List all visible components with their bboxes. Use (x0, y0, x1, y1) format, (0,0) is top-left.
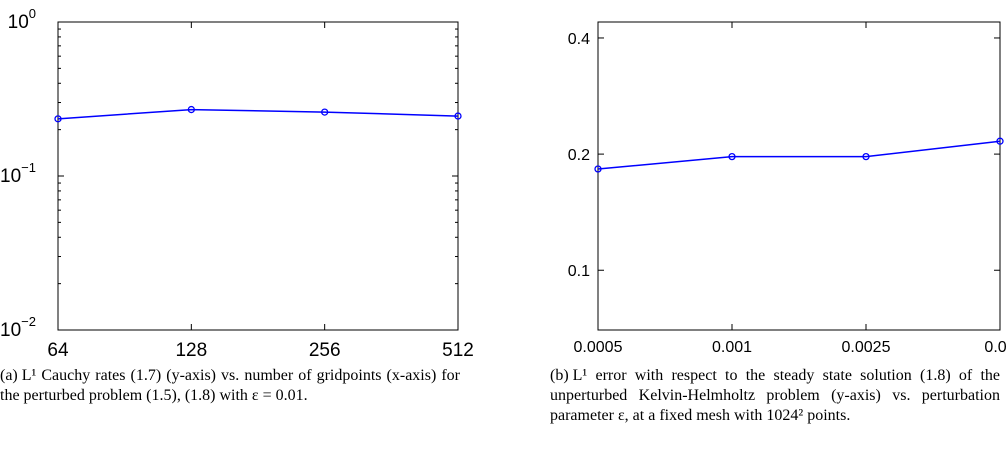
chart-a-y-tick-base: 10 (8, 12, 29, 33)
caption-b-text: L¹ error with respect to the steady stat… (550, 367, 1000, 424)
chart-a-y-tick-label: 10−1 (0, 160, 36, 187)
chart-a-x-tick-label: 64 (47, 340, 69, 361)
chart-b-data-point (728, 152, 736, 161)
caption-b: (b) L¹ error with respect to the steady s… (550, 366, 1000, 426)
chart-b-x-tick-label: 0.0025 (842, 339, 891, 356)
chart-a-y-tick-exponent: −1 (21, 160, 36, 175)
chart-b-x-tick-label: 0.0005 (574, 339, 623, 356)
chart-b-x-tick-label: 0.001 (712, 339, 752, 356)
chart-a-y-tick-label: 10−2 (0, 314, 36, 341)
chart-b-data-point (996, 137, 1004, 145)
chart-a-data-point (187, 105, 195, 114)
chart-b-plot-frame (597, 21, 1001, 331)
chart-a-y-tick-label: 100 (8, 6, 36, 33)
chart-b-series-line (597, 140, 1001, 170)
chart-b-y-tick-label: 0.4 (568, 31, 590, 48)
chart-a-data-point (54, 115, 62, 123)
chart-b-y-tick-label: 0.2 (568, 147, 590, 164)
chart-a-x-tick-label: 512 (442, 340, 474, 361)
chart-b-x-tick-label: 0.01 (984, 339, 1006, 356)
chart-a-y-tick-exponent: −2 (21, 314, 36, 329)
chart-a-x-tick-label: 128 (175, 340, 207, 361)
chart-a-data-point (321, 108, 329, 116)
chart-b-y-tick-label: 0.1 (568, 263, 590, 280)
chart-a-x-tick-label: 256 (309, 340, 341, 361)
caption-a-tag: (a) (0, 367, 18, 384)
chart-a-series-line (57, 108, 459, 120)
caption-b-tag: (b) (550, 367, 569, 384)
chart-b: 0.1 0.2 0.4 0.0005 0.001 0.0025 0.01 (568, 21, 1006, 356)
chart-a-y-tick-base: 10 (0, 320, 21, 341)
chart-a-plot-frame (57, 21, 459, 331)
chart-a-y-tick-base: 10 (0, 166, 21, 187)
chart-b-data-point (862, 152, 870, 161)
chart-b-data-point (594, 165, 602, 173)
caption-a: (a) L¹ Cauchy rates (1.7) (y-axis) vs. nu… (0, 366, 460, 406)
chart-a-data-point (454, 112, 462, 120)
caption-a-text: L¹ Cauchy rates (1.7) (y-axis) vs. numbe… (0, 367, 460, 404)
chart-a-y-tick-exponent: 0 (29, 6, 36, 21)
